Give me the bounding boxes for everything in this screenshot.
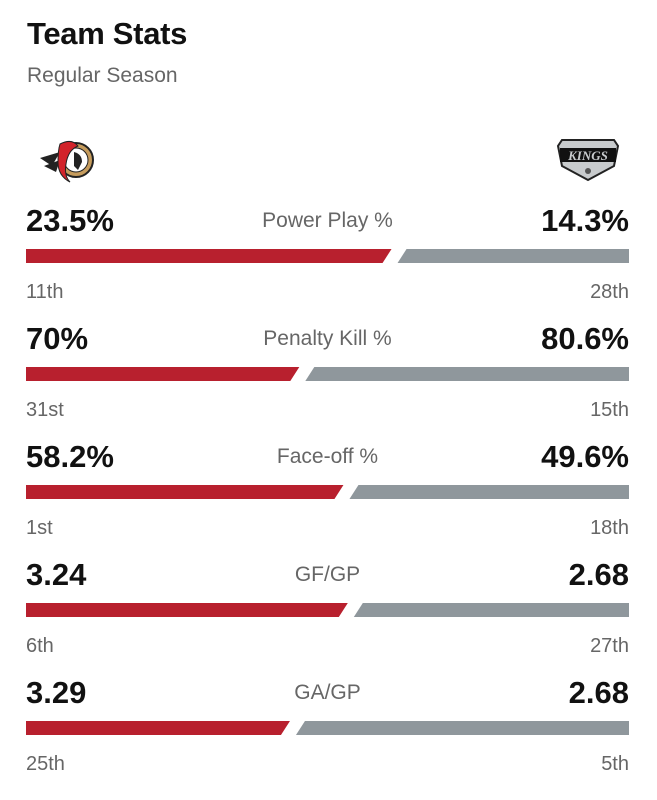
right-team-bar xyxy=(397,249,629,263)
right-team-rank: 18th xyxy=(590,517,629,539)
right-team-bar xyxy=(349,485,629,499)
stat-label: Power Play % xyxy=(262,209,393,232)
right-team-value: 14.3% xyxy=(541,203,629,238)
comparison-bars xyxy=(26,721,629,735)
right-team-bar xyxy=(353,603,629,617)
right-team-bar xyxy=(305,367,629,381)
right-team-value: 49.6% xyxy=(541,439,629,474)
left-team-rank: 31st xyxy=(26,399,64,421)
stat-row: 3.24 GF/GP 2.68 6th 27th xyxy=(26,557,629,667)
left-team-bar xyxy=(26,367,300,381)
left-team-rank: 6th xyxy=(26,635,54,657)
left-team-value: 23.5% xyxy=(26,203,114,238)
right-team-bar xyxy=(295,721,629,735)
comparison-bars xyxy=(26,603,629,617)
left-team-value: 58.2% xyxy=(26,439,114,474)
right-team-rank: 5th xyxy=(601,753,629,775)
los-angeles-kings-logo: KINGS xyxy=(556,139,620,182)
page-title: Team Stats xyxy=(27,16,188,51)
left-team-bar xyxy=(26,721,290,735)
right-team-rank: 28th xyxy=(590,281,629,303)
left-team-bar xyxy=(26,249,392,263)
left-team-rank: 25th xyxy=(26,753,65,775)
right-team-value: 80.6% xyxy=(541,321,629,356)
stat-label: Face-off % xyxy=(276,445,379,468)
left-team-value: 3.24 xyxy=(26,557,87,592)
right-team-value: 2.68 xyxy=(568,557,629,592)
right-team-rank: 15th xyxy=(590,399,629,421)
left-team-bar xyxy=(26,485,344,499)
comparison-bars xyxy=(26,367,629,381)
ottawa-senators-logo xyxy=(40,140,94,183)
right-team-value: 2.68 xyxy=(568,675,629,710)
stat-row: 23.5% Power Play % 14.3% 11th 28th xyxy=(26,203,629,313)
comparison-bars xyxy=(26,249,629,263)
page-subtitle: Regular Season xyxy=(27,64,178,87)
stat-row: 70% Penalty Kill % 80.6% 31st 15th xyxy=(26,321,629,431)
stat-label: Penalty Kill % xyxy=(263,327,392,350)
kings-logo-lettering: KINGS xyxy=(567,148,608,163)
left-team-rank: 1st xyxy=(26,517,53,539)
left-team-bar xyxy=(26,603,348,617)
left-team-rank: 11th xyxy=(26,281,64,303)
stat-label: GA/GP xyxy=(294,681,361,704)
stat-label: GF/GP xyxy=(294,563,361,586)
stat-row: 58.2% Face-off % 49.6% 1st 18th xyxy=(26,439,629,549)
left-team-value: 70% xyxy=(26,321,89,356)
stat-row: 3.29 GA/GP 2.68 25th 5th xyxy=(26,675,629,785)
left-team-value: 3.29 xyxy=(26,675,87,710)
comparison-bars xyxy=(26,485,629,499)
right-team-rank: 27th xyxy=(590,635,629,657)
